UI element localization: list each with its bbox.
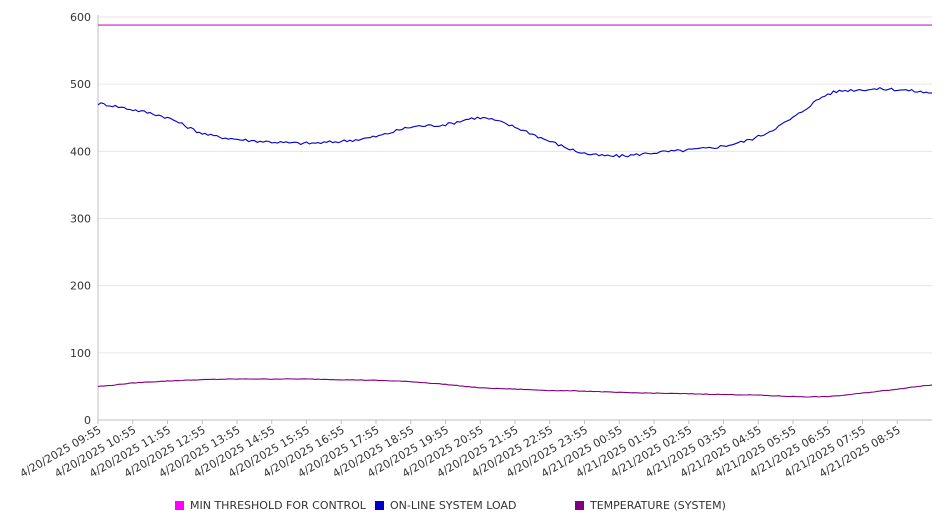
y-tick-labels: 0 100 200 300 400 500 600	[70, 11, 91, 427]
legend-swatch-min-threshold	[175, 501, 184, 510]
y-tick-label: 500	[70, 78, 91, 91]
legend-item-system-load[interactable]: ON-LINE SYSTEM LOAD	[375, 499, 516, 512]
legend-item-min-threshold[interactable]: MIN THRESHOLD FOR CONTROL	[175, 499, 366, 512]
x-tick-labels: 4/20/2025 09:554/20/2025 10:554/20/2025 …	[18, 423, 903, 480]
series-line-1[interactable]	[97, 86, 933, 158]
line-chart: 4/20/2025 09:554/20/2025 10:554/20/2025 …	[18, 11, 933, 480]
y-tick-label: 0	[84, 414, 91, 427]
y-tick-label: 400	[70, 145, 91, 158]
y-tick-label: 600	[70, 11, 91, 24]
axes	[97, 15, 932, 424]
y-tick-label: 300	[70, 213, 91, 226]
legend-label-min-threshold: MIN THRESHOLD FOR CONTROL	[190, 499, 366, 512]
series	[97, 24, 933, 398]
legend-swatch-temperature	[575, 501, 584, 510]
legend: MIN THRESHOLD FOR CONTROL ON-LINE SYSTEM…	[0, 496, 946, 518]
grid	[98, 16, 932, 354]
series-line-2[interactable]	[97, 378, 933, 398]
legend-swatch-system-load	[375, 501, 384, 510]
legend-item-temperature[interactable]: TEMPERATURE (SYSTEM)	[575, 499, 726, 512]
legend-label-temperature: TEMPERATURE (SYSTEM)	[590, 499, 726, 512]
y-tick-label: 200	[70, 280, 91, 293]
y-tick-label: 100	[70, 347, 91, 360]
legend-label-system-load: ON-LINE SYSTEM LOAD	[390, 499, 517, 512]
